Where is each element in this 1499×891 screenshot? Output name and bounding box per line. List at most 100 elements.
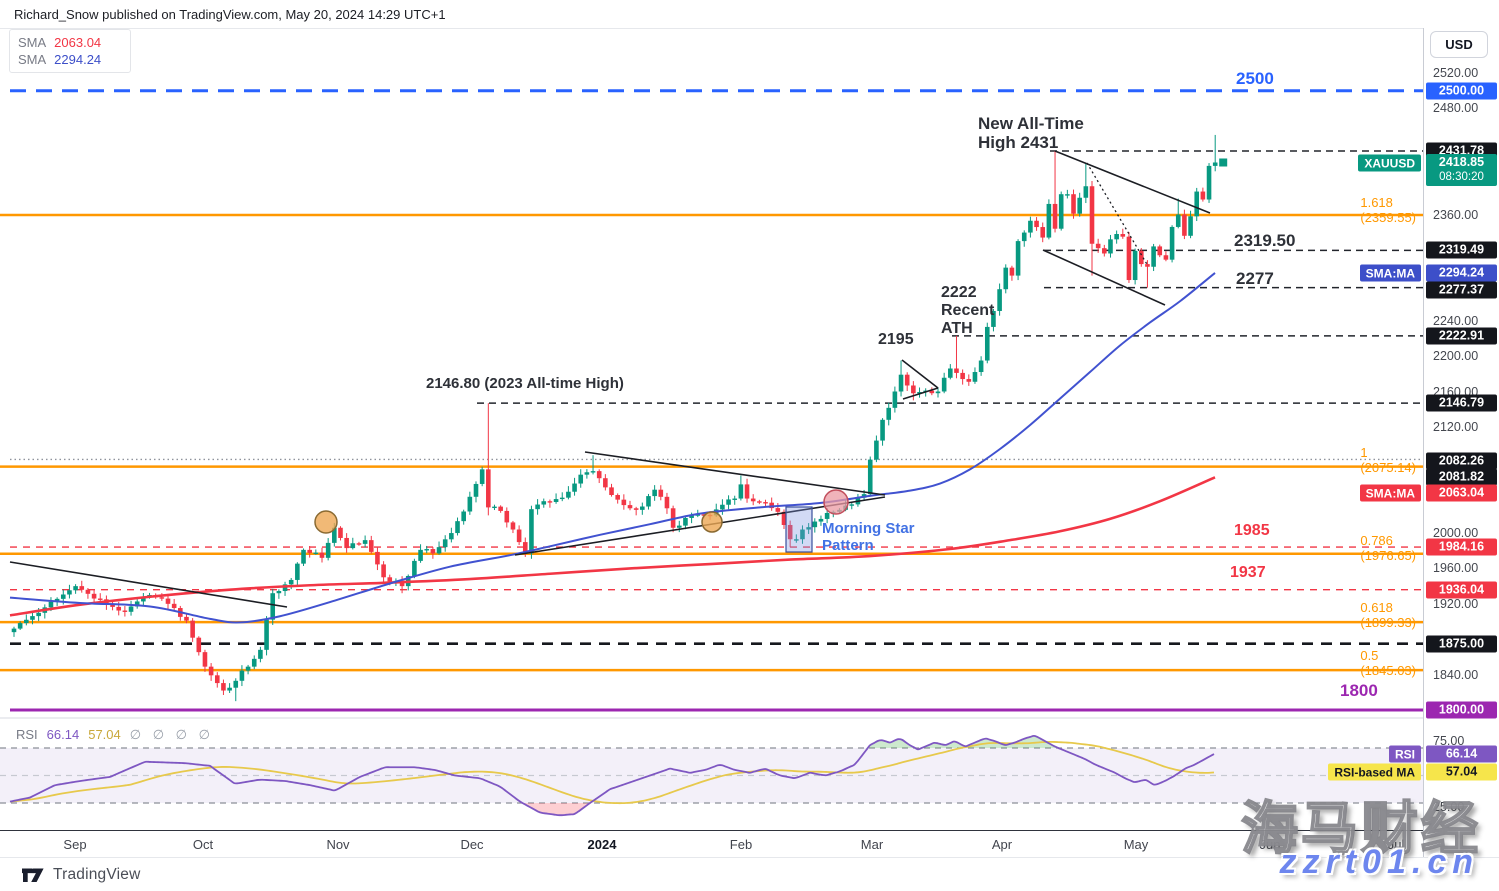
axis-price-badge: 2319.49	[1426, 241, 1497, 259]
axis-price-badge: 66.14	[1426, 745, 1497, 763]
axis-price-badge: 2063.04	[1426, 484, 1497, 502]
rsi-band	[0, 748, 1423, 803]
time-axis-label-may: May	[1123, 837, 1149, 852]
chart-canvas[interactable]: New All-Time High 2431 2319.50 2277 2222 Re…	[0, 28, 1423, 830]
axis-price-badge: 2294.24	[1426, 264, 1497, 282]
sma-label: SMA	[18, 52, 47, 67]
time-axis-label-2024: 2024	[587, 837, 617, 852]
chart-annotation: 2222 Recent ATH	[941, 284, 995, 337]
axis-price-badge: 1936.04	[1426, 581, 1497, 599]
circle-marker	[314, 510, 338, 534]
axis-price-badge: 1984.16	[1426, 538, 1497, 556]
axis-price-badge: 2146.79	[1426, 394, 1497, 412]
axis-tick: 2520.00	[1433, 66, 1479, 80]
time-axis-label-feb: Feb	[729, 837, 753, 852]
chart-annotation: 1 (2075.14)	[1360, 445, 1416, 475]
tradingview-logo-icon[interactable]	[21, 865, 45, 885]
time-axis[interactable]: Sep Oct Nov Dec 2024 Feb Mar Apr May Jun Jul	[0, 830, 1499, 857]
chart-annotation: 0.5 (1845.03)	[1360, 648, 1416, 678]
sma-slow-value: 2063.04	[54, 35, 102, 50]
time-axis-label-dec: Dec	[460, 837, 484, 852]
trendline	[584, 451, 886, 496]
footer-bar: TradingView	[0, 857, 1499, 891]
rsi-legend[interactable]: RSI 66.14 57.04 ∅ ∅ ∅ ∅	[16, 727, 214, 743]
main-pane	[0, 89, 1423, 712]
axis-price-badge: 2418.85 08:30:20	[1426, 154, 1497, 186]
quote-time: 08:30:20	[1439, 171, 1484, 183]
chart-annotation: 2277	[1236, 269, 1274, 288]
rsi-line	[9, 735, 1215, 817]
rsi-empty-params: ∅ ∅ ∅ ∅	[129, 727, 214, 742]
rsi-value: 66.14	[46, 727, 80, 742]
candles-layer	[11, 134, 1228, 702]
chart-annotation: 1800	[1340, 681, 1378, 700]
series-tag-rsi: RSI	[1388, 745, 1421, 763]
trendline	[9, 561, 288, 608]
axis-tick: 2200.00	[1433, 349, 1479, 364]
chart-annotation: 0.786 (1976.65)	[1360, 533, 1417, 563]
axis-tick: 1920.00	[1433, 596, 1479, 611]
chart-annotation: 2195	[878, 331, 914, 348]
currency-button[interactable]: USD	[1430, 31, 1488, 58]
header-divider	[0, 28, 1499, 29]
sma-fast-value: 2294.24	[54, 52, 102, 67]
rsi-name: RSI	[16, 727, 38, 742]
axis-tick: 75.00	[1433, 734, 1465, 748]
trendline	[1054, 150, 1211, 214]
axis-price-badge: 2222.91	[1426, 327, 1497, 345]
series-tag-xauusd: XAUUSD	[1358, 154, 1421, 172]
sma-slow-line	[9, 476, 1216, 617]
chart-annotation: Morning Star Pattern	[822, 520, 915, 554]
price-rsi-panes[interactable]	[0, 28, 1423, 830]
time-axis-label-jul: Jul	[1387, 837, 1405, 852]
time-axis-label-nov: Nov	[326, 837, 350, 852]
chart-annotation: New All-Time High 2431	[978, 114, 1084, 153]
sma-fast-line	[9, 272, 1216, 624]
time-axis-label-apr: Apr	[991, 837, 1013, 852]
chart-annotation: 2146.80 (2023 All-time High)	[426, 375, 624, 392]
legend-row-sma-fast[interactable]: SMA 2294.24	[18, 51, 122, 68]
trendline	[902, 387, 939, 400]
indicator-legend[interactable]: SMA 2063.04 SMA 2294.24	[9, 29, 131, 73]
drawings-layer	[9, 150, 1211, 608]
chart-annotation: 2500	[1236, 69, 1274, 88]
rsi-pane	[0, 735, 1423, 817]
axis-tick: 2120.00	[1433, 419, 1479, 434]
rsi-oversold-fill	[522, 803, 590, 816]
axis-price-badge: 2082.26	[1426, 452, 1497, 470]
axis-tick: 2480.00	[1433, 101, 1479, 116]
series-tag-rsi-based-ma: RSI-based MA	[1328, 763, 1421, 781]
axis-price-badge: 2081.82	[1426, 468, 1497, 486]
sma-label: SMA	[18, 35, 47, 50]
axis-price-badge: 1875.00	[1426, 635, 1497, 653]
time-axis-label-sep: Sep	[63, 837, 87, 852]
rsi-overbought-fill	[867, 735, 1059, 748]
axis-tick: 25.00	[1433, 800, 1465, 814]
chart-annotation: 1937	[1230, 564, 1266, 581]
axis-tick: 2240.00	[1433, 313, 1479, 328]
circle-marker	[823, 489, 849, 515]
time-axis-label-jun: Jun	[1259, 837, 1281, 852]
rsi-ma-value: 57.04	[88, 727, 121, 742]
series-tag-sma-ma: SMA:MA	[1359, 264, 1421, 282]
axis-tick: 1960.00	[1433, 561, 1479, 576]
circle-marker	[701, 511, 723, 533]
trendline	[1042, 249, 1166, 306]
legend-row-sma-slow[interactable]: SMA 2063.04	[18, 34, 122, 51]
axis-price-badge: 2277.37	[1426, 281, 1497, 299]
price-axis[interactable]: USD 2520.00 2480.00 2360.00 2240.00 2200.00 2…	[1423, 28, 1499, 857]
axis-price-badge: 1800.00	[1426, 701, 1497, 719]
axis-tick: 1840.00	[1433, 667, 1479, 682]
chart-annotation: 1.618 (2359.55)	[1360, 195, 1417, 225]
chart-annotation: 1985	[1234, 522, 1270, 539]
trendline	[901, 359, 939, 389]
tradingview-brand[interactable]: TradingView	[53, 865, 141, 883]
chart-annotation: 2319.50	[1234, 231, 1296, 250]
axis-price-badge: 2500.00	[1426, 82, 1497, 100]
chart-annotation: 0.618 (1899.33)	[1360, 600, 1417, 630]
pattern-highlight-box	[785, 506, 813, 553]
time-axis-label-mar: Mar	[860, 837, 884, 852]
axis-tick: 2000.00	[1433, 526, 1479, 541]
trendline	[514, 496, 886, 556]
